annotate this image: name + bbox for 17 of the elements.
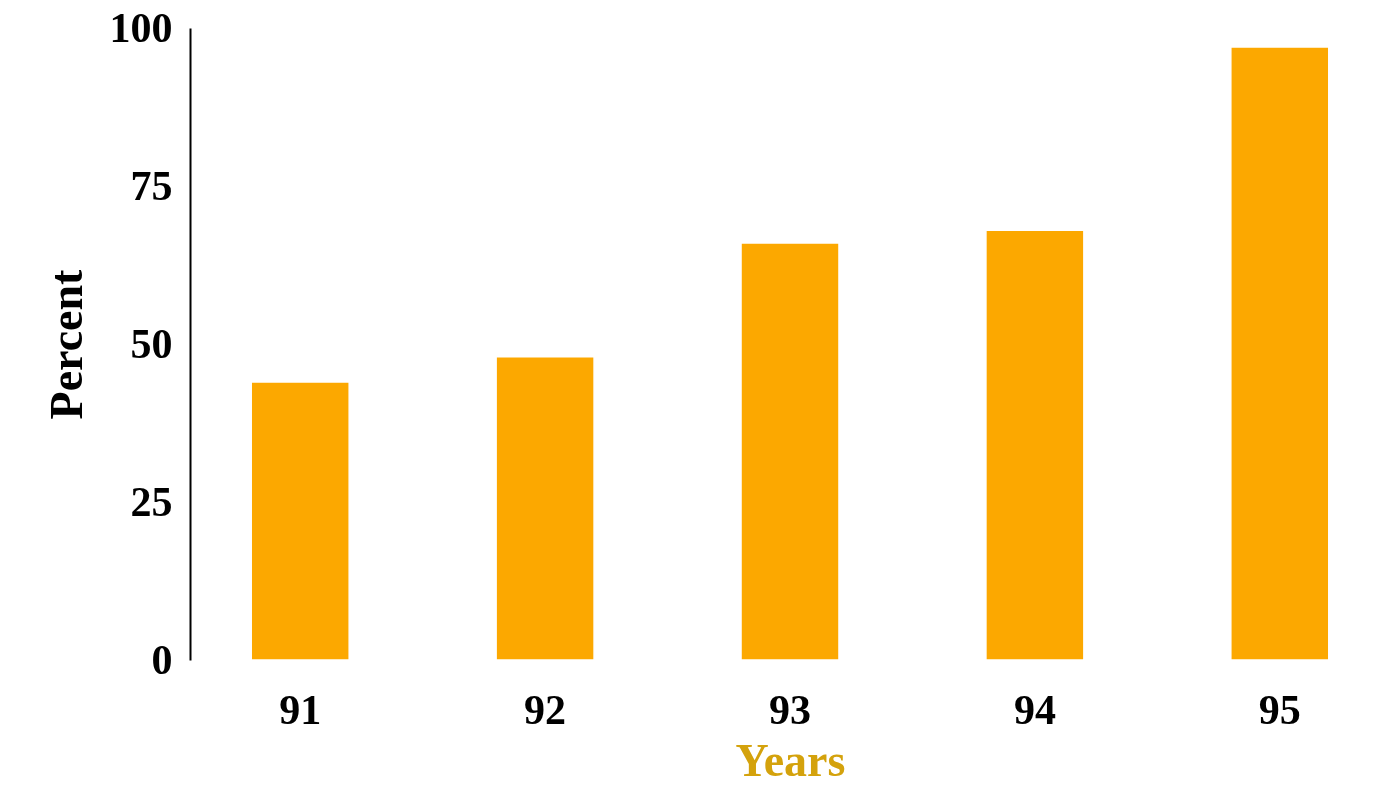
x-tick-label: 92 — [524, 686, 567, 733]
bar — [250, 381, 350, 661]
y-axis-title: Percent — [40, 268, 92, 420]
x-axis-title: Years — [735, 734, 846, 786]
y-tick-label: 0 — [151, 636, 173, 683]
y-tick-label: 75 — [130, 162, 173, 209]
x-tick-label: 95 — [1258, 686, 1301, 733]
bar — [495, 355, 595, 661]
bar — [985, 229, 1085, 661]
y-tick-label: 25 — [130, 478, 173, 525]
y-tick-label: 100 — [109, 4, 173, 51]
x-tick-label: 94 — [1013, 686, 1056, 733]
bar — [1230, 46, 1330, 661]
bar — [740, 242, 840, 661]
y-tick-label: 50 — [130, 320, 173, 367]
x-tick-label: 91 — [279, 686, 322, 733]
x-tick-label: 93 — [769, 686, 811, 733]
